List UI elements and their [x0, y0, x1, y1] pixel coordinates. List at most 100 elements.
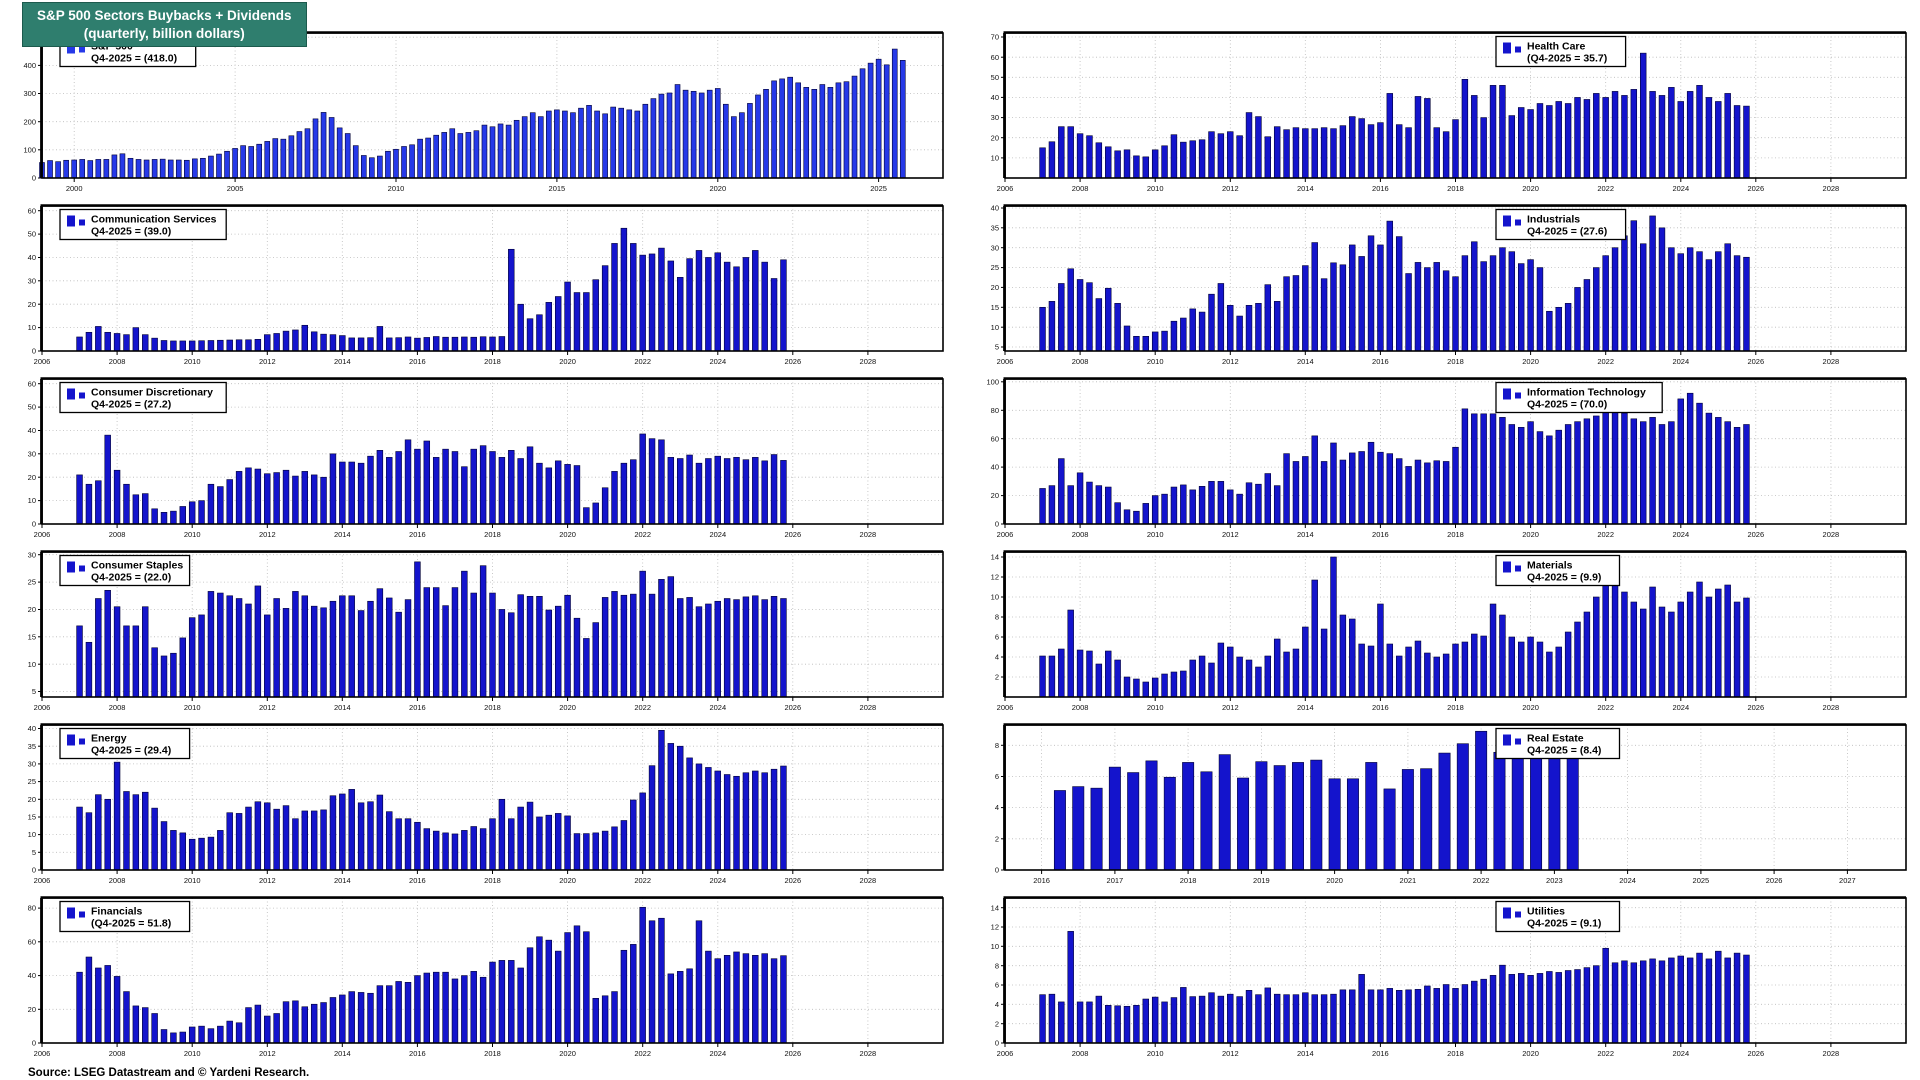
svg-text:2008: 2008 — [1072, 530, 1089, 539]
svg-text:2008: 2008 — [1072, 357, 1089, 366]
svg-text:2020: 2020 — [559, 1049, 576, 1058]
svg-text:2018: 2018 — [484, 530, 501, 539]
svg-text:25: 25 — [28, 777, 36, 786]
legend-marker-small-icon — [1515, 219, 1521, 226]
svg-text:2020: 2020 — [1522, 184, 1539, 193]
svg-text:2026: 2026 — [1747, 703, 1764, 712]
svg-text:2006: 2006 — [34, 530, 51, 539]
svg-text:2016: 2016 — [1372, 703, 1389, 712]
svg-text:14: 14 — [991, 553, 999, 562]
legend-title: Consumer Staples — [91, 560, 183, 572]
svg-text:15: 15 — [28, 813, 36, 822]
svg-text:40: 40 — [28, 253, 36, 262]
svg-text:2010: 2010 — [1147, 1049, 1164, 1058]
legend-title: Real Estate — [1527, 733, 1584, 745]
legend-value: Q4-2025 = (70.0) — [1527, 399, 1607, 411]
svg-text:4: 4 — [995, 1000, 999, 1009]
svg-text:60: 60 — [991, 53, 999, 62]
legend-value: Q4-2025 = (27.2) — [91, 399, 171, 411]
legend-title: Financials — [91, 906, 143, 918]
svg-text:100: 100 — [986, 377, 999, 386]
svg-text:2008: 2008 — [109, 703, 126, 712]
legend-title: Materials — [1527, 560, 1573, 572]
svg-text:2018: 2018 — [484, 1049, 501, 1058]
svg-text:2012: 2012 — [259, 703, 276, 712]
svg-text:2026: 2026 — [1747, 1049, 1764, 1058]
svg-text:30: 30 — [991, 113, 999, 122]
svg-text:2025: 2025 — [870, 184, 887, 193]
svg-text:8: 8 — [995, 741, 999, 750]
legend-marker-icon — [67, 42, 75, 54]
svg-text:20: 20 — [991, 283, 999, 292]
svg-text:2026: 2026 — [1747, 530, 1764, 539]
svg-text:35: 35 — [28, 742, 36, 751]
svg-text:60: 60 — [991, 434, 999, 443]
chart-svg: 0 20 40 60 80 2006 2008 2010 2012 2014 2016 2018 202… — [28, 896, 944, 1058]
svg-text:2022: 2022 — [634, 357, 651, 366]
svg-text:2006: 2006 — [34, 876, 51, 885]
svg-text:2015: 2015 — [549, 184, 566, 193]
svg-text:2021: 2021 — [1400, 876, 1417, 885]
svg-text:2022: 2022 — [1597, 184, 1614, 193]
svg-text:2010: 2010 — [1147, 357, 1164, 366]
svg-text:2024: 2024 — [1672, 703, 1689, 712]
svg-text:2006: 2006 — [997, 357, 1014, 366]
svg-text:2012: 2012 — [1222, 703, 1239, 712]
svg-text:2006: 2006 — [34, 1049, 51, 1058]
svg-text:2017: 2017 — [1107, 876, 1124, 885]
legend-marker-icon — [67, 561, 75, 573]
svg-text:2020: 2020 — [559, 530, 576, 539]
legend-title: Industrials — [1527, 214, 1580, 226]
svg-text:20: 20 — [28, 795, 36, 804]
svg-text:20: 20 — [991, 491, 999, 500]
svg-text:0: 0 — [32, 174, 36, 183]
svg-text:2006: 2006 — [997, 530, 1014, 539]
legend-marker-icon — [67, 215, 75, 227]
bars — [76, 561, 787, 698]
svg-text:10: 10 — [991, 593, 999, 602]
chart-materials: 2 4 6 8 10 12 14 2006 2008 2010 2012 2014 2016 2018 20… — [969, 545, 1914, 718]
legend-marker-small-icon — [1515, 911, 1521, 918]
svg-text:20: 20 — [28, 605, 36, 614]
legend-value: Q4-2025 = (418.0) — [91, 53, 177, 65]
svg-text:2018: 2018 — [1447, 1049, 1464, 1058]
svg-text:2010: 2010 — [184, 1049, 201, 1058]
svg-text:10: 10 — [28, 496, 36, 505]
svg-text:2016: 2016 — [1372, 357, 1389, 366]
svg-text:0: 0 — [995, 520, 999, 529]
legend-value: Q4-2025 = (9.1) — [1527, 918, 1601, 930]
svg-text:60: 60 — [28, 379, 36, 388]
svg-text:2026: 2026 — [1747, 184, 1764, 193]
svg-text:60: 60 — [28, 937, 36, 946]
svg-text:2016: 2016 — [1372, 184, 1389, 193]
svg-text:0: 0 — [32, 1039, 36, 1048]
chart-svg: 0 2 4 6 8 10 12 14 2006 2008 2010 2012 2014 2016 2018 2… — [991, 896, 1907, 1058]
svg-text:2020: 2020 — [559, 357, 576, 366]
svg-text:0: 0 — [32, 520, 36, 529]
svg-text:2024: 2024 — [1672, 530, 1689, 539]
svg-text:2018: 2018 — [1180, 876, 1197, 885]
legend-marker-small-icon — [1515, 46, 1521, 53]
svg-text:2012: 2012 — [1222, 357, 1239, 366]
legend-value: Q4-2025 = (29.4) — [91, 745, 171, 757]
legend-marker-icon — [67, 734, 75, 746]
svg-text:2014: 2014 — [334, 357, 351, 366]
svg-text:2010: 2010 — [184, 876, 201, 885]
svg-text:2016: 2016 — [1033, 876, 1050, 885]
legend-value: Q4-2025 = (39.0) — [91, 226, 171, 238]
svg-text:2012: 2012 — [1222, 1049, 1239, 1058]
legend-marker-small-icon — [79, 738, 85, 745]
svg-text:2010: 2010 — [388, 184, 405, 193]
svg-text:2016: 2016 — [409, 1049, 426, 1058]
chart-svg: 0 2 4 6 8 2016 2017 2018 2019 2020 2021 2022 2023 202… — [995, 723, 1907, 885]
svg-text:2022: 2022 — [1597, 357, 1614, 366]
chart-financials: 0 20 40 60 80 2006 2008 2010 2012 2014 2016 2018 202… — [6, 891, 951, 1064]
svg-text:2010: 2010 — [184, 357, 201, 366]
svg-text:300: 300 — [23, 89, 36, 98]
svg-text:2012: 2012 — [259, 876, 276, 885]
svg-text:2022: 2022 — [1597, 703, 1614, 712]
